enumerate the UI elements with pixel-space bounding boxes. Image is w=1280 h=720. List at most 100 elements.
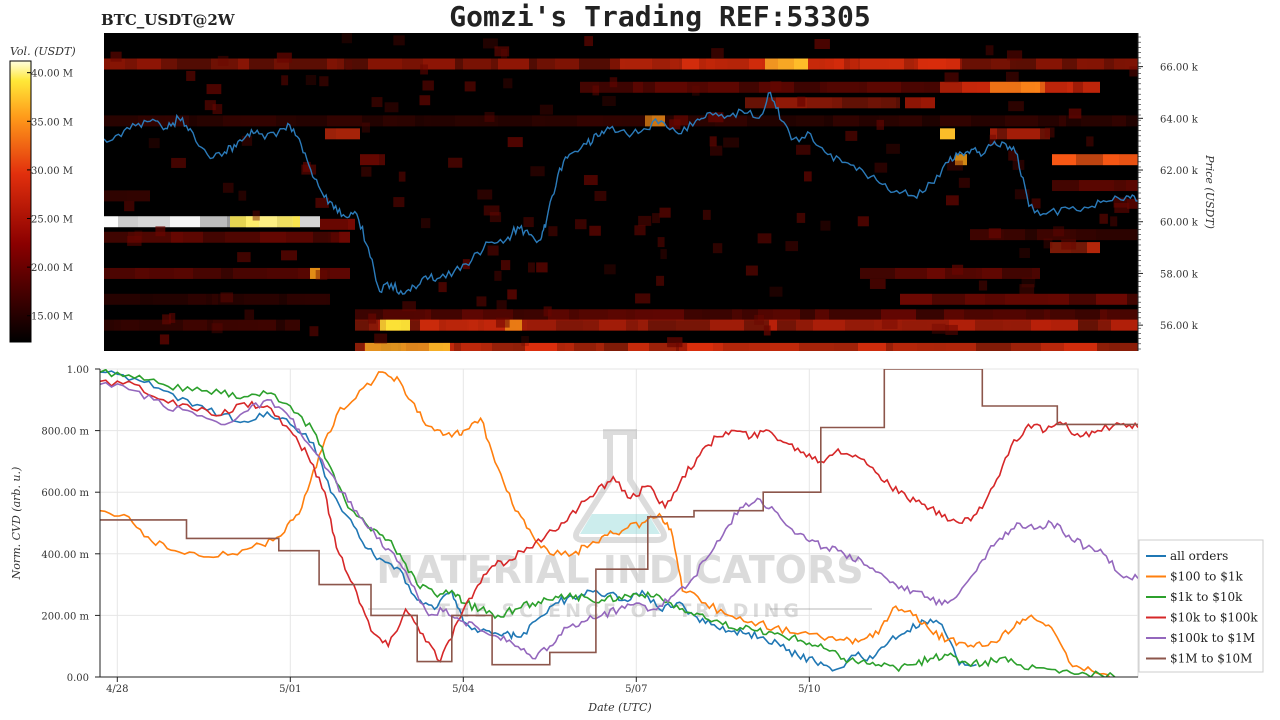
heatmap-cell [118, 216, 138, 228]
price-tick-label: 58.00 k [1160, 269, 1199, 280]
colorbar-tick-label: 15.00 M [31, 312, 73, 323]
price-tick-label: 64.00 k [1160, 114, 1199, 125]
heatmap-cell [881, 318, 898, 329]
heatmap-cell [676, 319, 710, 331]
heatmap-cell [868, 97, 881, 109]
heatmap-cell [709, 136, 717, 147]
heatmap-cell [917, 342, 934, 351]
heatmap-cell [241, 135, 253, 146]
heatmap-cell [303, 161, 311, 172]
heatmap-cell [608, 309, 626, 321]
heatmap-cell [138, 216, 170, 228]
heatmap-cell [592, 85, 600, 96]
heatmap-cell [1073, 81, 1083, 93]
heatmap-cell [756, 319, 769, 331]
heatmap-cell [715, 115, 747, 127]
heatmap-cell [633, 81, 643, 93]
heatmap-cell [525, 342, 557, 351]
heatmap-cell [643, 81, 655, 93]
heatmap-cell [447, 342, 450, 351]
heatmap-cell [495, 317, 510, 328]
heatmap-cell [507, 137, 523, 148]
heatmap-cell [985, 45, 994, 56]
heatmap-cell [281, 250, 298, 261]
heatmap-cell [548, 226, 558, 237]
cvd-y-tick-label: 800.00 m [41, 427, 89, 438]
heatmap-cell [424, 115, 431, 127]
heatmap-cell [927, 319, 949, 331]
heatmap-cell [1053, 226, 1065, 237]
cvd-y-tick-label: 200.00 m [41, 611, 89, 622]
heatmap-cell [1120, 342, 1138, 351]
heatmap-cell [916, 309, 944, 321]
heatmap-cell [162, 314, 171, 325]
price-tick-label: 66.00 k [1160, 63, 1199, 74]
heatmap-cell [104, 190, 127, 202]
heatmap-cell [757, 233, 772, 244]
heatmap-cell [1097, 342, 1109, 351]
heatmap-cell [362, 115, 383, 127]
heatmap-cell [104, 58, 125, 70]
heatmap-cell [555, 58, 579, 70]
heatmap-cell [188, 293, 206, 305]
heatmap-cell [622, 115, 646, 127]
heatmap-cell [834, 58, 844, 70]
heatmap-cell [1041, 342, 1064, 351]
heatmap-cell [900, 293, 932, 305]
cvd-series-line [100, 370, 977, 672]
heatmap-cell [985, 293, 1005, 305]
heatmap-cell [949, 319, 975, 331]
heatmap-cell [383, 115, 397, 127]
heatmap-cell [279, 293, 287, 305]
heatmap-cell [934, 342, 946, 351]
heatmap-cell [982, 267, 1002, 279]
heatmap-cell [155, 226, 166, 237]
heatmap-cell [770, 342, 799, 351]
heatmap-cell [1040, 81, 1045, 93]
cvd-x-label: Date (UTC) [587, 701, 651, 714]
heatmap-cell [476, 296, 487, 307]
heatmap-cell [127, 190, 150, 202]
heatmap-cell [708, 112, 724, 123]
heatmap-cell [1114, 180, 1126, 192]
heatmap-cell [1051, 319, 1078, 331]
heatmap-cell [420, 319, 439, 331]
heatmap-cell [438, 282, 447, 293]
heatmap-cell [927, 267, 945, 279]
colorbar-tick-label: 30.00 M [31, 166, 73, 177]
heatmap-cell [557, 342, 565, 351]
price-tick-label: 56.00 k [1160, 321, 1199, 332]
heatmap-cell [287, 293, 305, 305]
heatmap-cell [295, 58, 327, 70]
heatmap-cell [1043, 238, 1053, 249]
cvd-series-line [100, 381, 1138, 660]
heatmap-cell [945, 324, 958, 335]
heatmap-cell [206, 293, 212, 305]
heatmap-cell [454, 342, 461, 351]
heatmap-cell [368, 58, 402, 70]
heatmap-cell [478, 115, 498, 127]
heatmap-cell [1099, 213, 1108, 224]
heatmap-cell [498, 58, 529, 70]
heatmap-cell [237, 252, 251, 263]
heatmap-cell [931, 323, 946, 334]
heatmap-cell [305, 293, 326, 305]
heatmap-cell [1005, 293, 1027, 305]
heatmap-cell [221, 267, 233, 279]
heatmap-cell [893, 342, 917, 351]
heatmap-cell [393, 35, 405, 46]
heatmap-cell [1025, 229, 1037, 241]
heatmap-cell [845, 130, 858, 141]
heatmap-cell [125, 58, 137, 70]
heatmap-cell [124, 201, 135, 212]
heatmap-cell [827, 81, 859, 93]
heatmap-cell [159, 334, 170, 345]
heatmap-cell [217, 55, 229, 66]
heatmap-cell [1050, 309, 1075, 321]
flask-liquid-icon [580, 514, 660, 534]
heatmap-cell [532, 115, 545, 127]
heatmap-cell [749, 342, 770, 351]
heatmap-cell [1038, 115, 1059, 127]
heatmap-cell [899, 115, 922, 127]
heatmap-cell [446, 319, 469, 331]
